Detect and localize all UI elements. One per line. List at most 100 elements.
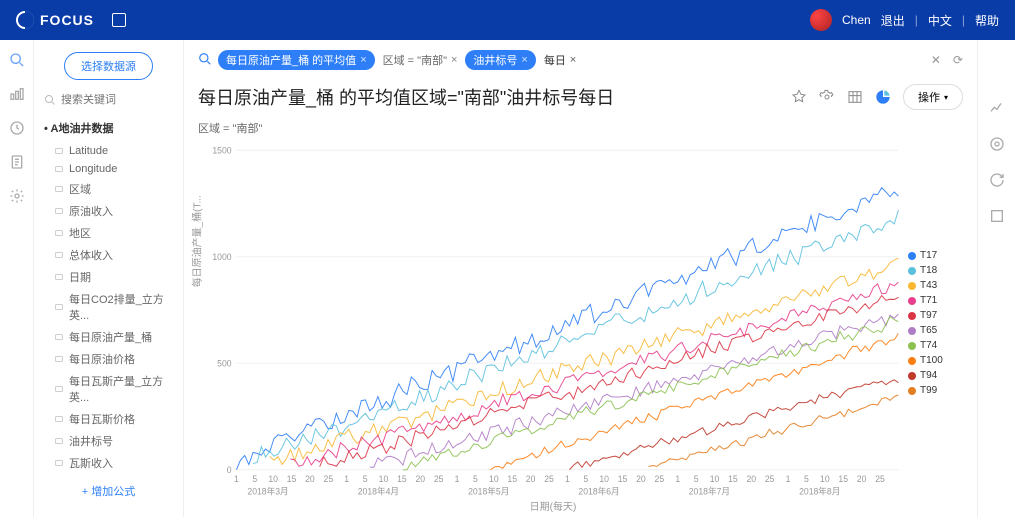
field-item[interactable]: 瓦斯收入 (44, 452, 173, 474)
operations-button[interactable]: 操作 ▾ (903, 84, 963, 110)
svg-text:5: 5 (583, 474, 588, 484)
query-pill[interactable]: 每日× (536, 50, 584, 70)
svg-text:0: 0 (227, 465, 232, 475)
doc-icon[interactable] (9, 154, 25, 170)
help-link[interactable]: 帮助 (975, 12, 999, 29)
svg-text:20: 20 (857, 474, 867, 484)
logo-icon (16, 11, 34, 29)
search-icon (44, 94, 56, 106)
search-icon[interactable] (9, 52, 25, 68)
logo: FOCUS (16, 11, 94, 29)
settings-icon[interactable] (819, 89, 835, 105)
svg-text:2018年6月: 2018年6月 (578, 485, 619, 496)
chart-icon[interactable] (9, 86, 25, 102)
pin-icon[interactable] (791, 89, 807, 105)
legend-item[interactable]: T71 (908, 295, 963, 306)
pie-chart-icon[interactable] (875, 89, 891, 105)
svg-text:10: 10 (599, 474, 609, 484)
right-rail (977, 40, 1015, 517)
field-item[interactable]: 区域 (44, 178, 173, 200)
svg-text:1000: 1000 (212, 252, 231, 262)
svg-text:2018年3月: 2018年3月 (247, 485, 288, 496)
field-item[interactable]: 地区 (44, 222, 173, 244)
search-input[interactable] (61, 94, 161, 106)
query-bar: 每日原油产量_桶 的平均值×区域 = "南部"×油井标号×每日× ✕ ⟳ (198, 50, 963, 70)
legend-item[interactable]: T94 (908, 370, 963, 381)
field-item[interactable]: Longitude (44, 160, 173, 178)
svg-text:10: 10 (379, 474, 389, 484)
divider: | (962, 13, 965, 27)
svg-text:2018年7月: 2018年7月 (689, 485, 730, 496)
table-icon[interactable] (847, 89, 863, 105)
field-item[interactable]: 总体收入 (44, 244, 173, 266)
close-icon[interactable]: × (451, 54, 457, 66)
field-item[interactable]: 每日原油产量_桶 (44, 326, 173, 348)
field-item[interactable]: 原油收入 (44, 200, 173, 222)
line-chart-icon[interactable] (989, 100, 1005, 116)
config-icon[interactable] (989, 136, 1005, 152)
svg-text:25: 25 (875, 474, 885, 484)
reload-icon[interactable] (989, 172, 1005, 188)
svg-text:1: 1 (786, 474, 791, 484)
field-item[interactable]: 每日瓦斯价格 (44, 408, 173, 430)
close-icon[interactable]: × (570, 54, 576, 66)
legend-item[interactable]: T100 (908, 355, 963, 366)
field-item[interactable]: 油井标号 (44, 430, 173, 452)
close-icon[interactable]: × (360, 54, 366, 66)
svg-text:20: 20 (415, 474, 425, 484)
edit-icon[interactable] (112, 13, 126, 27)
svg-text:2018年8月: 2018年8月 (799, 485, 840, 496)
svg-text:1: 1 (675, 474, 680, 484)
legend-item[interactable]: T17 (908, 250, 963, 261)
svg-text:20: 20 (746, 474, 756, 484)
field-item[interactable]: Latitude (44, 142, 173, 160)
main-content: 每日原油产量_桶 的平均值×区域 = "南部"×油井标号×每日× ✕ ⟳ 每日原… (184, 40, 977, 517)
clock-icon[interactable] (9, 120, 25, 136)
svg-text:15: 15 (728, 474, 738, 484)
field-item[interactable]: 每日瓦斯产量_立方英... (44, 370, 173, 408)
svg-text:500: 500 (217, 358, 231, 368)
query-pill[interactable]: 油井标号× (465, 50, 535, 70)
select-source-button[interactable]: 选择数据源 (64, 52, 153, 80)
svg-text:5: 5 (804, 474, 809, 484)
line-chart[interactable]: 每日原油产量_桶(T... 05001000150015101520252018… (198, 140, 908, 511)
svg-text:1: 1 (234, 474, 239, 484)
sidebar: 选择数据源 • A地油井数据 LatitudeLongitude区域原油收入地区… (34, 40, 184, 517)
legend-item[interactable]: T97 (908, 310, 963, 321)
svg-text:5: 5 (252, 474, 257, 484)
field-item[interactable]: 每日CO2排量_立方英... (44, 288, 173, 326)
svg-text:25: 25 (765, 474, 775, 484)
legend-item[interactable]: T18 (908, 265, 963, 276)
x-axis-title: 日期(每天) (530, 498, 577, 513)
avatar[interactable] (810, 9, 832, 31)
add-formula-button[interactable]: + 增加公式 (76, 477, 141, 505)
refresh-icon[interactable]: ⟳ (953, 53, 963, 67)
y-axis-title: 每日原油产量_桶(T... (189, 195, 204, 287)
svg-text:2018年4月: 2018年4月 (358, 485, 399, 496)
close-icon[interactable]: × (521, 54, 527, 66)
legend-item[interactable]: T65 (908, 325, 963, 336)
svg-text:20: 20 (305, 474, 315, 484)
user-name[interactable]: Chen (842, 13, 871, 27)
search-icon[interactable] (198, 52, 212, 69)
field-item[interactable]: 每日原油价格 (44, 348, 173, 370)
expand-icon[interactable] (989, 208, 1005, 224)
logout-link[interactable]: 退出 (881, 12, 905, 29)
query-pill[interactable]: 区域 = "南部"× (375, 50, 466, 70)
legend-item[interactable]: T74 (908, 340, 963, 351)
field-item[interactable]: 日期 (44, 266, 173, 288)
tree-title[interactable]: • A地油井数据 (44, 120, 173, 136)
page-title: 每日原油产量_桶 的平均值区域="南部"油井标号每日 (198, 84, 614, 110)
search-input-wrap (44, 94, 173, 106)
legend-item[interactable]: T99 (908, 385, 963, 396)
gear-icon[interactable] (9, 188, 25, 204)
close-icon[interactable]: ✕ (931, 53, 941, 67)
svg-text:25: 25 (544, 474, 554, 484)
query-pill[interactable]: 每日原油产量_桶 的平均值× (218, 50, 375, 70)
legend-item[interactable]: T43 (908, 280, 963, 291)
svg-text:15: 15 (618, 474, 628, 484)
lang-link[interactable]: 中文 (928, 12, 952, 29)
svg-text:5: 5 (473, 474, 478, 484)
chart-legend: T17 T18 T43 T71 T97 T65 T74 T100 T94 T99 (908, 140, 963, 511)
svg-text:5: 5 (694, 474, 699, 484)
